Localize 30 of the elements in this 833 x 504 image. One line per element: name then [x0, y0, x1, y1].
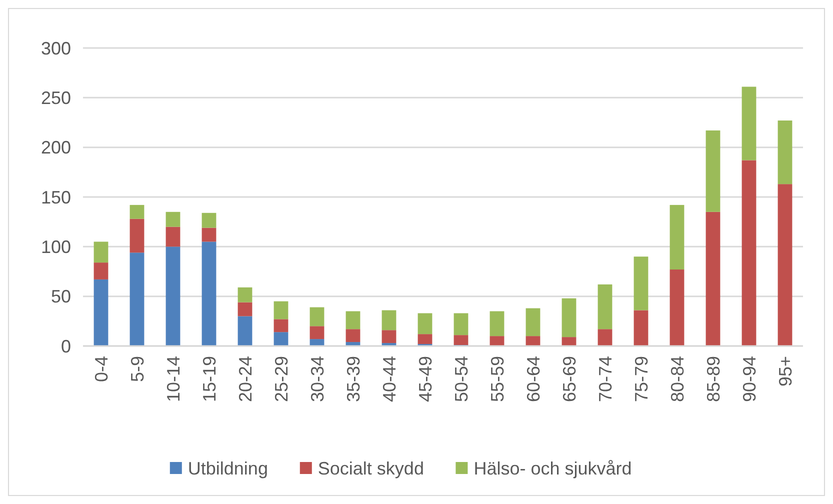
y-tick-label: 200: [40, 138, 71, 158]
x-tick-label: 20-24: [235, 356, 256, 402]
x-tick-label: 0-4: [91, 356, 112, 382]
x-tick-label: 5-9: [127, 356, 148, 382]
legend-label: Hälso- och sjukvård: [474, 458, 632, 478]
y-tick-label: 300: [40, 38, 71, 58]
legend-label: Socialt skydd: [318, 458, 424, 478]
y-tick-label: 150: [40, 187, 71, 208]
x-tick-label: 65-69: [559, 356, 580, 402]
legend-label: Utbildning: [188, 458, 268, 478]
x-tick-label: 35-39: [343, 356, 364, 402]
x-tick-label: 55-59: [487, 356, 508, 402]
x-tick-label: 25-29: [271, 356, 292, 402]
x-tick-label: 30-34: [307, 356, 328, 402]
x-tick-label: 80-84: [667, 356, 688, 402]
x-tick-label: 70-74: [595, 356, 616, 402]
x-tick-label: 85-89: [703, 356, 724, 402]
y-tick-label: 100: [40, 236, 71, 257]
x-tick-label: 40-44: [379, 356, 400, 402]
x-tick-label: 50-54: [451, 356, 472, 402]
x-tick-label: 45-49: [415, 356, 436, 402]
y-tick-label: 250: [40, 88, 71, 108]
y-tick-label: 0: [60, 336, 71, 356]
x-tick-label: 90-94: [739, 356, 760, 402]
x-tick-label: 75-79: [631, 356, 652, 402]
y-tick-label: 50: [50, 286, 71, 307]
x-tick-label: 95+: [775, 356, 796, 387]
x-tick-label: 10-14: [163, 356, 184, 402]
x-tick-label: 60-64: [523, 356, 544, 402]
x-tick-label: 15-19: [199, 356, 220, 402]
